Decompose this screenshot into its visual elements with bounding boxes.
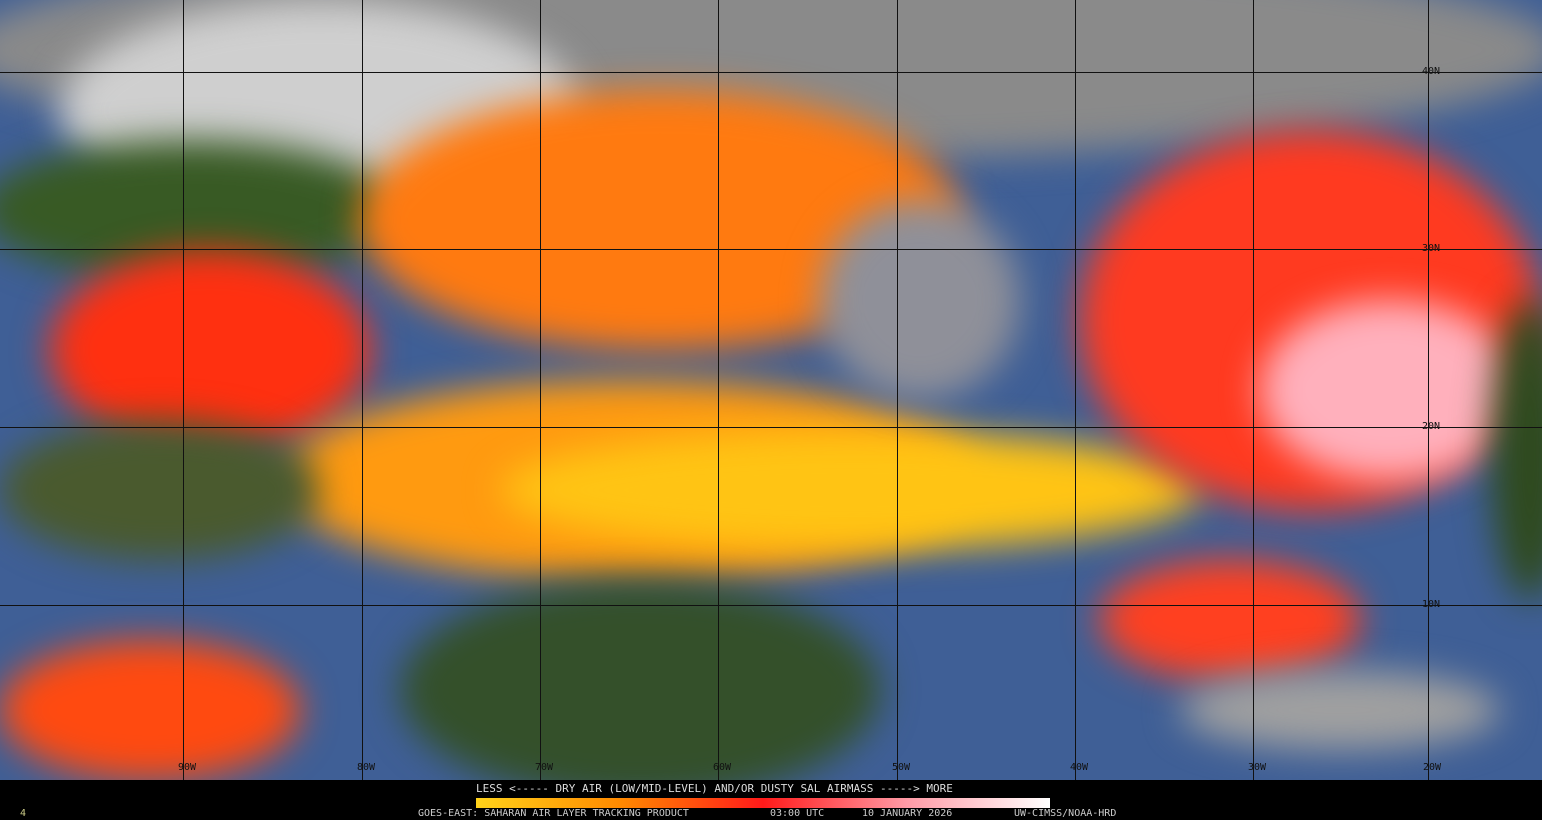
- meridian-50w: [897, 0, 898, 780]
- meridian-20w: [1428, 0, 1429, 780]
- lat-label: 10N: [1422, 599, 1441, 610]
- sal-core: [1260, 300, 1520, 480]
- lon-label: 30W: [1248, 762, 1267, 773]
- cloud-south: [1180, 670, 1500, 750]
- date-label: 10 JANUARY 2026: [862, 808, 953, 819]
- land-south-america: [400, 580, 880, 780]
- dry-air-gulf: [50, 250, 370, 450]
- parallel-30n: [0, 249, 1542, 250]
- product-name: GOES-EAST: SAHARAN AIR LAYER TRACKING PR…: [418, 808, 689, 819]
- dry-air-south: [1100, 560, 1360, 680]
- lon-label: 70W: [535, 762, 554, 773]
- cloud-central: [820, 200, 1020, 400]
- parallel-40n: [0, 72, 1542, 73]
- time-label: 03:00 UTC: [770, 808, 825, 819]
- land-central-america: [0, 420, 320, 560]
- lat-label: 30N: [1422, 243, 1441, 254]
- lat-label: 40N: [1422, 66, 1441, 77]
- lon-label: 50W: [892, 762, 911, 773]
- dry-air-pacific: [0, 640, 300, 780]
- lon-label: 20W: [1423, 762, 1442, 773]
- satellite-map: 90W 80W 70W 60W 50W 40W 30W 20W 40N 30N …: [0, 0, 1542, 780]
- lon-label: 60W: [713, 762, 732, 773]
- meridian-60w: [718, 0, 719, 780]
- lon-label: 40W: [1070, 762, 1089, 773]
- lon-label: 90W: [178, 762, 197, 773]
- legend-color-bar: [476, 798, 1050, 808]
- meridian-30w: [1253, 0, 1254, 780]
- meridian-80w: [362, 0, 363, 780]
- parallel-10n: [0, 605, 1542, 606]
- meridian-70w: [540, 0, 541, 780]
- credit-label: UW-CIMSS/NOAA-HRD: [1014, 808, 1117, 819]
- lon-label: 80W: [357, 762, 376, 773]
- yellow-band: [500, 430, 1200, 550]
- meridian-90w: [183, 0, 184, 780]
- lat-label: 20N: [1422, 421, 1441, 432]
- footer: 4 GOES-EAST: SAHARAN AIR LAYER TRACKING …: [0, 808, 1542, 820]
- corner-label: 4: [20, 808, 27, 819]
- legend-title: LESS <----- DRY AIR (LOW/MID-LEVEL) AND/…: [476, 782, 953, 795]
- parallel-20n: [0, 427, 1542, 428]
- meridian-40w: [1075, 0, 1076, 780]
